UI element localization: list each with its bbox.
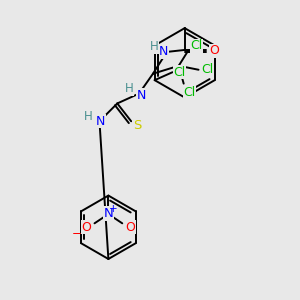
Text: N: N (136, 89, 146, 102)
Text: O: O (125, 221, 135, 234)
Text: H: H (150, 40, 158, 53)
Text: +: + (109, 204, 118, 214)
Text: N: N (96, 115, 105, 128)
Text: H: H (125, 82, 134, 95)
Text: Cl: Cl (190, 40, 203, 52)
Text: Cl: Cl (201, 63, 214, 76)
Text: O: O (82, 221, 92, 234)
Text: N: N (159, 45, 169, 58)
Text: O: O (209, 44, 219, 57)
Text: Cl: Cl (173, 66, 185, 79)
Text: S: S (133, 119, 141, 132)
Text: Cl: Cl (184, 86, 196, 99)
Text: N: N (103, 207, 113, 220)
Text: H: H (84, 110, 93, 123)
Text: −: − (72, 227, 82, 240)
